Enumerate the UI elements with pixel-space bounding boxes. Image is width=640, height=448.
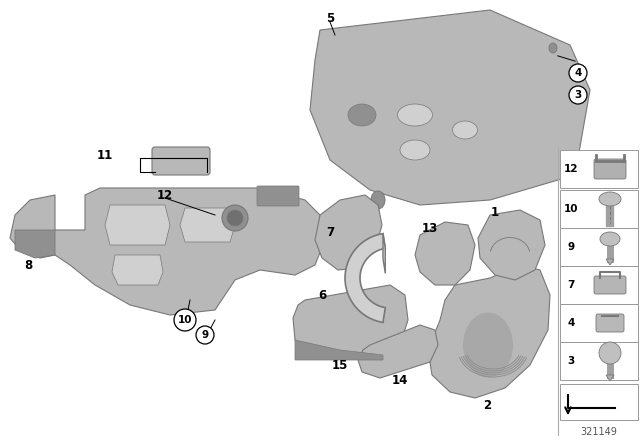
Bar bbox=[560, 384, 638, 420]
Text: 5: 5 bbox=[326, 12, 334, 25]
Text: 12: 12 bbox=[564, 164, 579, 174]
Text: 9: 9 bbox=[202, 330, 209, 340]
Bar bbox=[560, 304, 638, 342]
Text: 321149: 321149 bbox=[580, 427, 618, 437]
Ellipse shape bbox=[600, 232, 620, 246]
Ellipse shape bbox=[400, 140, 430, 160]
Text: 2: 2 bbox=[483, 399, 491, 412]
Text: 9: 9 bbox=[568, 242, 575, 252]
Polygon shape bbox=[10, 188, 325, 315]
Text: 3: 3 bbox=[574, 90, 582, 100]
Text: 10: 10 bbox=[564, 204, 579, 214]
Ellipse shape bbox=[599, 192, 621, 206]
Circle shape bbox=[222, 205, 248, 231]
Polygon shape bbox=[383, 233, 385, 273]
Circle shape bbox=[569, 86, 587, 104]
FancyBboxPatch shape bbox=[596, 314, 624, 332]
Polygon shape bbox=[105, 205, 170, 245]
Bar bbox=[560, 190, 638, 228]
Polygon shape bbox=[310, 10, 590, 205]
Polygon shape bbox=[358, 325, 438, 378]
FancyBboxPatch shape bbox=[257, 186, 299, 206]
Polygon shape bbox=[478, 210, 545, 280]
Bar bbox=[560, 266, 638, 304]
Polygon shape bbox=[293, 285, 408, 355]
Text: 4: 4 bbox=[574, 68, 582, 78]
Text: 13: 13 bbox=[422, 221, 438, 234]
Circle shape bbox=[227, 210, 243, 226]
Text: 3: 3 bbox=[568, 356, 575, 366]
Ellipse shape bbox=[348, 104, 376, 126]
Polygon shape bbox=[295, 340, 383, 360]
Text: 14: 14 bbox=[392, 374, 408, 387]
Text: 6: 6 bbox=[318, 289, 326, 302]
Text: 8: 8 bbox=[24, 258, 32, 271]
Circle shape bbox=[569, 64, 587, 82]
Text: 15: 15 bbox=[332, 358, 348, 371]
Polygon shape bbox=[428, 265, 550, 398]
FancyBboxPatch shape bbox=[594, 276, 626, 294]
Text: 7: 7 bbox=[326, 225, 334, 238]
Ellipse shape bbox=[549, 43, 557, 53]
Text: 1: 1 bbox=[491, 206, 499, 219]
Text: 10: 10 bbox=[178, 315, 192, 325]
Polygon shape bbox=[112, 255, 163, 285]
Ellipse shape bbox=[463, 313, 513, 378]
FancyBboxPatch shape bbox=[152, 147, 210, 175]
Text: 4: 4 bbox=[567, 318, 575, 328]
Bar bbox=[560, 228, 638, 266]
Ellipse shape bbox=[371, 191, 385, 209]
Polygon shape bbox=[15, 230, 55, 258]
Circle shape bbox=[174, 309, 196, 331]
Bar bbox=[560, 150, 638, 188]
Text: 11: 11 bbox=[97, 148, 113, 161]
Text: 7: 7 bbox=[567, 280, 575, 290]
Polygon shape bbox=[606, 259, 614, 265]
Polygon shape bbox=[345, 233, 385, 323]
Bar bbox=[560, 342, 638, 380]
Ellipse shape bbox=[397, 104, 433, 126]
Polygon shape bbox=[180, 208, 235, 242]
Circle shape bbox=[196, 326, 214, 344]
Circle shape bbox=[599, 342, 621, 364]
Polygon shape bbox=[315, 195, 382, 270]
Polygon shape bbox=[606, 375, 614, 381]
FancyBboxPatch shape bbox=[594, 159, 626, 179]
Polygon shape bbox=[415, 222, 475, 285]
Ellipse shape bbox=[452, 121, 477, 139]
Text: 12: 12 bbox=[157, 189, 173, 202]
